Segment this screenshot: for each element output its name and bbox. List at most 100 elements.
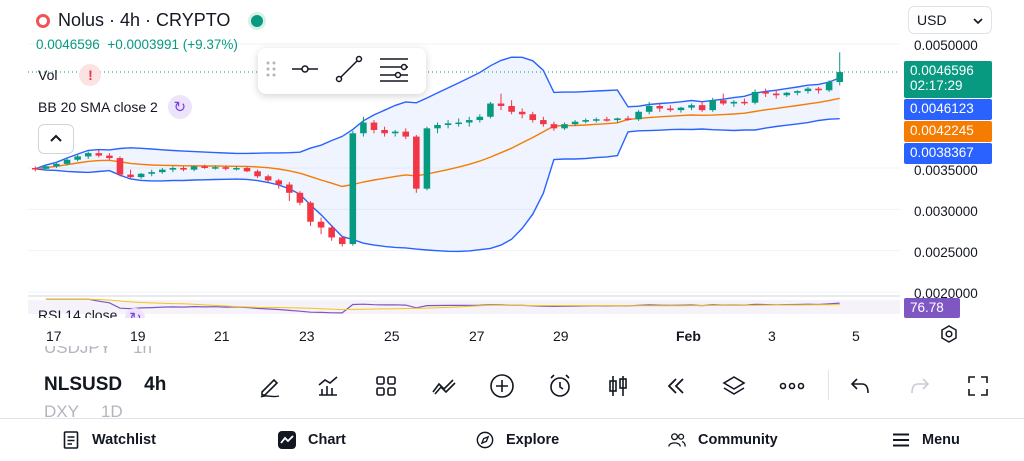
candle-body	[201, 166, 208, 168]
candle-body	[508, 106, 515, 112]
candle-body	[815, 88, 822, 91]
symbol-option-above[interactable]: USDJPY 1h	[44, 346, 152, 357]
candle-body	[730, 101, 738, 104]
candle-body	[667, 108, 674, 111]
add-icon[interactable]	[484, 368, 520, 404]
candle-body	[804, 88, 812, 92]
undo-icon[interactable]	[842, 368, 878, 404]
replay-icon[interactable]	[658, 368, 694, 404]
refresh-icon[interactable]: ↻	[125, 308, 146, 318]
drawings-icon[interactable]	[426, 368, 462, 404]
candle-body	[487, 103, 494, 117]
nav-explore[interactable]: Explore	[476, 431, 559, 449]
alert-icon[interactable]	[542, 368, 578, 404]
trend-line-icon[interactable]	[334, 54, 364, 89]
symbol-header[interactable]: Nolus · 4h · CRYPTO	[36, 10, 267, 31]
candle-body	[391, 131, 399, 134]
indicators-icon[interactable]	[310, 368, 346, 404]
candle-body	[635, 111, 642, 120]
candle-body	[211, 167, 219, 169]
symbol-option-current[interactable]: NLSUSD 4h	[44, 374, 167, 395]
collapse-legend-button[interactable]	[38, 124, 74, 154]
candle-body	[529, 114, 537, 121]
candle-body	[698, 105, 706, 111]
nav-community[interactable]: Community	[668, 431, 778, 449]
candle-body	[709, 100, 716, 111]
layers-icon[interactable]	[716, 368, 752, 404]
bollinger-basis-line	[35, 97, 840, 188]
candle-body	[571, 121, 579, 125]
volume-legend[interactable]: Vol !	[38, 64, 102, 86]
time-axis-label: 29	[553, 328, 569, 344]
candle-body	[825, 82, 833, 91]
fullscreen-icon[interactable]	[960, 368, 996, 404]
bollinger-lower-line	[35, 118, 840, 253]
bar-countdown: 02:17:29	[910, 78, 963, 93]
warning-icon[interactable]: !	[79, 64, 102, 86]
pencil-icon[interactable]	[252, 368, 288, 404]
layout-icon[interactable]	[368, 368, 404, 404]
currency-select[interactable]: USD	[908, 6, 992, 34]
candle-body	[159, 169, 166, 173]
candle-body	[434, 125, 441, 129]
bb-basis-tag: 0.0042245	[904, 121, 992, 142]
fib-lines-icon[interactable]	[378, 55, 410, 88]
drawing-toolbar[interactable]	[258, 48, 426, 94]
chart-settings-button[interactable]	[940, 325, 958, 348]
candle-body	[423, 128, 431, 189]
candle-body	[497, 103, 505, 106]
candle-body	[476, 116, 484, 121]
more-icon[interactable]	[774, 368, 810, 404]
candle-body	[296, 192, 304, 203]
time-axis-label: 27	[469, 328, 485, 344]
horizontal-line-icon[interactable]	[290, 59, 320, 84]
bollinger-upper-line	[35, 56, 840, 170]
last-price-value: 0.0046596	[910, 63, 974, 78]
symbol-picker[interactable]: USDJPY 1h NLSUSD 4h DXY 1D	[44, 346, 184, 418]
candle-body	[190, 166, 198, 170]
settings-icon	[940, 325, 958, 347]
time-axis-label: 17	[46, 328, 62, 344]
chart-toolbar[interactable]	[252, 366, 288, 406]
bollinger-band-fill	[35, 57, 840, 252]
bb-upper-tag: 0.0046123	[904, 99, 992, 120]
candle-body	[550, 124, 558, 129]
candle-body	[328, 227, 335, 238]
community-icon	[668, 431, 686, 449]
last-price-tag: 0.0046596 02:17:29	[904, 61, 992, 98]
candle-body	[624, 118, 632, 120]
candle-body	[254, 171, 261, 177]
time-axis-label: 25	[384, 328, 400, 344]
rsi-legend[interactable]: RSI 14 close ↻	[38, 308, 146, 318]
candle-body	[794, 91, 801, 93]
candle-body	[413, 136, 420, 189]
bb-legend[interactable]: BB 20 SMA close 2 ↻	[38, 95, 192, 119]
candle-body	[360, 122, 367, 134]
time-axis-label: 5	[852, 328, 860, 344]
candle-body	[540, 120, 547, 125]
rsi-value-tag: 76.78	[904, 298, 960, 318]
candles-group	[32, 52, 843, 247]
candle-body	[106, 155, 113, 159]
drag-handle-icon[interactable]	[266, 60, 276, 83]
refresh-icon[interactable]: ↻	[167, 95, 192, 119]
candle-type-icon[interactable]	[600, 368, 636, 404]
candle-body	[63, 159, 71, 164]
candle-body	[518, 111, 526, 115]
candle-body	[32, 168, 39, 170]
redo-icon[interactable]	[902, 368, 938, 404]
price-axis-label: 0.0020000	[914, 286, 978, 301]
nav-menu[interactable]: Menu	[892, 431, 960, 449]
symbol-option-below[interactable]: DXY 1D	[44, 402, 123, 418]
price-chart[interactable]	[0, 0, 1024, 350]
candle-body	[317, 221, 325, 228]
market-status-icon	[248, 11, 267, 30]
candle-body	[783, 92, 791, 96]
candle-body	[286, 184, 293, 193]
nav-chart[interactable]: Chart	[278, 431, 346, 449]
nav-watchlist[interactable]: Watchlist	[62, 431, 156, 449]
candle-body	[349, 133, 357, 245]
candle-body	[84, 153, 92, 157]
chart-icon	[278, 431, 296, 449]
watchlist-icon	[62, 431, 80, 449]
